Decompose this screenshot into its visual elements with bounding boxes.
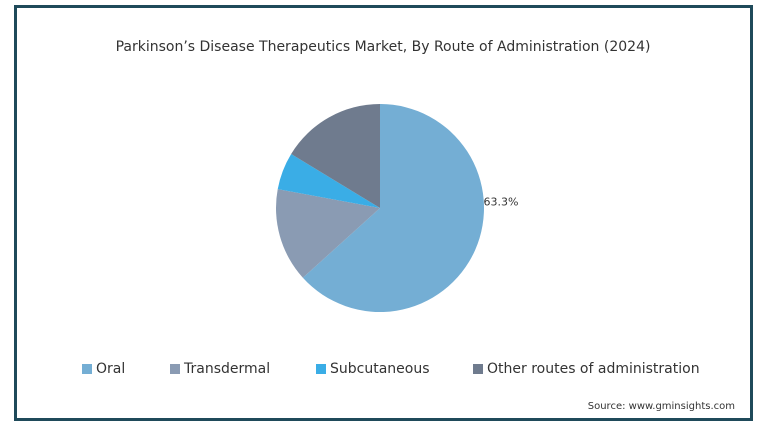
- source: Source: www.gminsights.com: [588, 401, 735, 412]
- legend-swatch: [170, 364, 180, 374]
- legend-swatch: [473, 364, 483, 374]
- legend-swatch: [82, 364, 92, 374]
- data-label: 63.3%: [484, 196, 519, 209]
- pie-slice: [277, 153, 380, 208]
- pie-slice: [291, 104, 380, 208]
- legend-swatch: [316, 364, 326, 374]
- legend-label: Other routes of administration: [487, 361, 700, 377]
- pie-slice: [302, 104, 484, 313]
- legend-label: Subcutaneous: [330, 361, 430, 377]
- legend-label: Transdermal: [183, 361, 270, 377]
- legend-label: Oral: [96, 361, 125, 377]
- chart-title: Parkinson’s Disease Therapeutics Market,…: [116, 39, 651, 55]
- pie-slice: [276, 189, 380, 278]
